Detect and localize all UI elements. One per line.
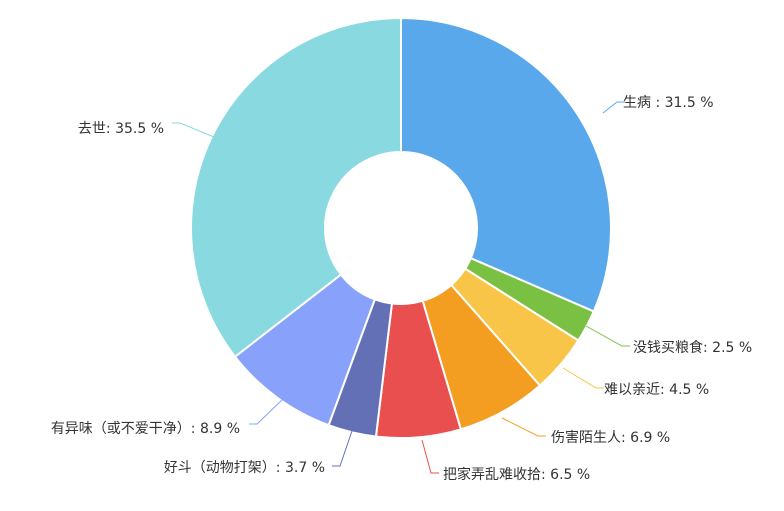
leader-line	[585, 325, 630, 347]
slice-label: 去世: 35.5 %	[78, 121, 164, 137]
leader-line	[602, 101, 625, 114]
leader-line	[249, 398, 284, 425]
pie-slice[interactable]	[190, 17, 402, 358]
slices-layer	[190, 17, 612, 439]
slice-label: 生病 : 31.5 %	[623, 95, 714, 111]
leader-line	[562, 367, 604, 389]
leader-lines-layer	[172, 101, 630, 474]
leader-line	[421, 439, 439, 474]
pie-slice[interactable]	[400, 17, 612, 313]
slice-label: 难以亲近: 4.5 %	[604, 382, 709, 398]
slice-label: 没钱买粮食: 2.5 %	[633, 339, 752, 356]
leader-line	[332, 430, 353, 467]
labels-layer: 生病 : 31.5 % 没钱买粮食: 2.5 % 难以亲近: 4.5 % 伤害陌生人:…	[51, 95, 752, 483]
leader-line	[172, 122, 215, 138]
slice-label: 好斗（动物打架）: 3.7 %	[164, 459, 325, 476]
slice-label: 伤害陌生人: 6.9 %	[551, 430, 670, 446]
slice-label: 有异味（或不爱干净）: 8.9 %	[51, 421, 240, 437]
leader-line	[501, 417, 546, 437]
slice-label: 把家弄乱难收拾: 6.5 %	[443, 466, 590, 483]
